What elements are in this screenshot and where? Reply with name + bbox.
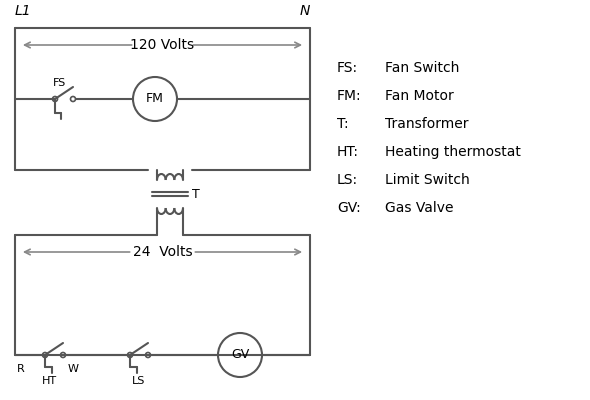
Text: N: N <box>300 4 310 18</box>
Text: Fan Switch: Fan Switch <box>385 61 460 75</box>
Text: Fan Motor: Fan Motor <box>385 89 454 103</box>
Text: T: T <box>192 188 200 200</box>
Text: LS: LS <box>132 376 146 386</box>
Text: L1: L1 <box>15 4 32 18</box>
Text: HT: HT <box>41 376 57 386</box>
Text: FS: FS <box>53 78 65 88</box>
Text: Transformer: Transformer <box>385 117 468 131</box>
Text: FM:: FM: <box>337 89 362 103</box>
Text: FS:: FS: <box>337 61 358 75</box>
Text: W: W <box>68 364 79 374</box>
Text: T:: T: <box>337 117 349 131</box>
Text: 24  Volts: 24 Volts <box>133 245 192 259</box>
Text: Gas Valve: Gas Valve <box>385 201 454 215</box>
Text: 120 Volts: 120 Volts <box>130 38 195 52</box>
Text: GV:: GV: <box>337 201 360 215</box>
Text: Heating thermostat: Heating thermostat <box>385 145 521 159</box>
Text: LS:: LS: <box>337 173 358 187</box>
Text: FM: FM <box>146 92 164 106</box>
Text: Limit Switch: Limit Switch <box>385 173 470 187</box>
Text: GV: GV <box>231 348 249 362</box>
Text: HT:: HT: <box>337 145 359 159</box>
Text: R: R <box>17 364 25 374</box>
